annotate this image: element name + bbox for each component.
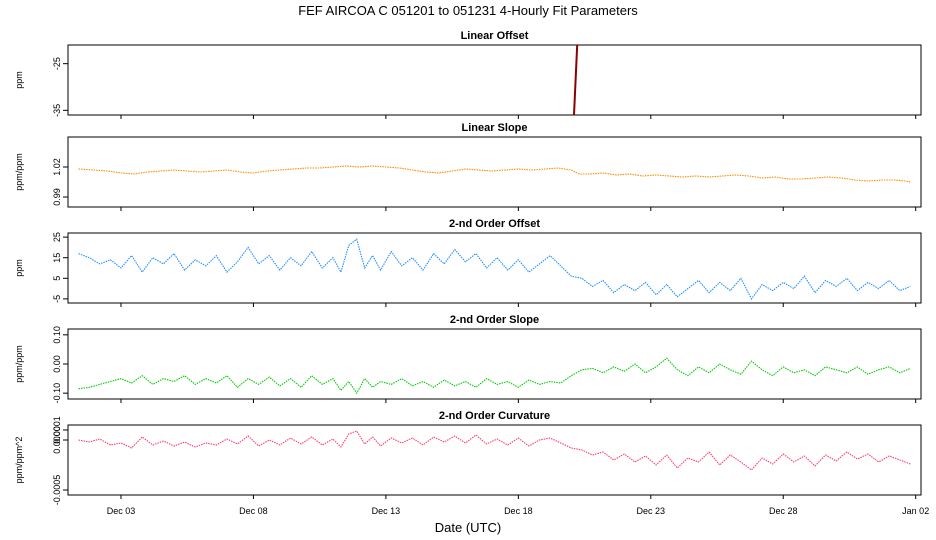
panel-5-frame (67, 424, 922, 496)
panel-5-title: 2-nd Order Curvature (439, 410, 550, 422)
panel-1-title: Linear Offset (461, 30, 529, 42)
panel-2-title: Linear Slope (461, 122, 527, 134)
panel-1-y-axis-label: ppm (14, 71, 24, 89)
panel-5-y-axis-label: ppm/ppm^2 (14, 437, 24, 484)
panel-4-title: 2-nd Order Slope (450, 314, 539, 326)
x-axis-label: Date (UTC) (435, 520, 501, 535)
x-axis: Dec 03 Dec 08 Dec 13 Dec 18 Dec 23 Dec 28 Jan … (107, 506, 930, 516)
panel-3-y-tick-label: 25 (52, 232, 62, 242)
panel-3-title: 2-nd Order Offset (449, 218, 540, 230)
panel-4-frame (67, 328, 922, 400)
panel-3-y-tick-label: -5 (52, 295, 62, 303)
panel-4: 2-nd Order Slope ppm/ppm -0.10 0.00 0.10 (14, 314, 922, 404)
panel-4-y-tick-label: -0.10 (52, 383, 62, 404)
panel-5-y-tick-label: 0.0000 (52, 426, 62, 454)
panel-2-y-tick-label: 0.99 (52, 188, 62, 206)
panel-2: Linear Slope ppm/ppm 0.99 1.02 (14, 122, 922, 211)
panel-3-y-tick-label: 5 (52, 276, 62, 281)
panel-3-y-tick-label: 15 (52, 253, 62, 263)
panel-2-y-axis-label: ppm/ppm (14, 153, 24, 191)
x-tick-label: Dec 03 (107, 506, 136, 516)
x-tick-label: Dec 18 (504, 506, 533, 516)
x-tick-label: Dec 08 (239, 506, 268, 516)
panel-4-y-tick-label: 0.00 (52, 355, 62, 373)
panel-5: 2-nd Order Curvature ppm/ppm^2 -0.0005 0.00… (14, 410, 922, 506)
panel-5-y-tick-label: 0.0001 (52, 416, 62, 444)
x-tick-label: Dec 23 (637, 506, 666, 516)
panel-4-y-tick-label: 0.10 (52, 326, 62, 344)
figure-title: FEF AIRCOA C 051201 to 051231 4-Hourly F… (298, 3, 638, 18)
panel-1: Linear Offset ppm -35 -25 (14, 30, 922, 119)
panel-1-frame (67, 44, 922, 116)
panel-4-y-axis-label: ppm/ppm (14, 345, 24, 383)
panel-5-y-tick-label: -0.0005 (52, 475, 62, 506)
panel-1-series-line (573, 45, 579, 115)
chart-panels: Linear Offset ppm -35 -25 Linear Slope ppm/pp… (14, 30, 922, 506)
x-tick-label: Dec 13 (372, 506, 401, 516)
panel-2-y-tick-label: 1.02 (52, 158, 62, 176)
panel-1-y-tick-label: -35 (52, 104, 62, 117)
panel-2-series-line (78, 165, 911, 183)
panel-3-frame (67, 232, 922, 304)
panel-3-series-line (78, 238, 911, 300)
panel-4-series-line (78, 357, 911, 395)
x-tick-label: Jan 02 (902, 506, 929, 516)
panel-5-series-line (78, 430, 911, 471)
x-tick-label: Dec 28 (769, 506, 798, 516)
panel-2-frame (67, 136, 922, 208)
panel-3: 2-nd Order Offset ppm -5 5 15 25 (14, 218, 922, 307)
panel-3-y-axis-label: ppm (14, 259, 24, 277)
panel-1-y-tick-label: -25 (52, 57, 62, 70)
